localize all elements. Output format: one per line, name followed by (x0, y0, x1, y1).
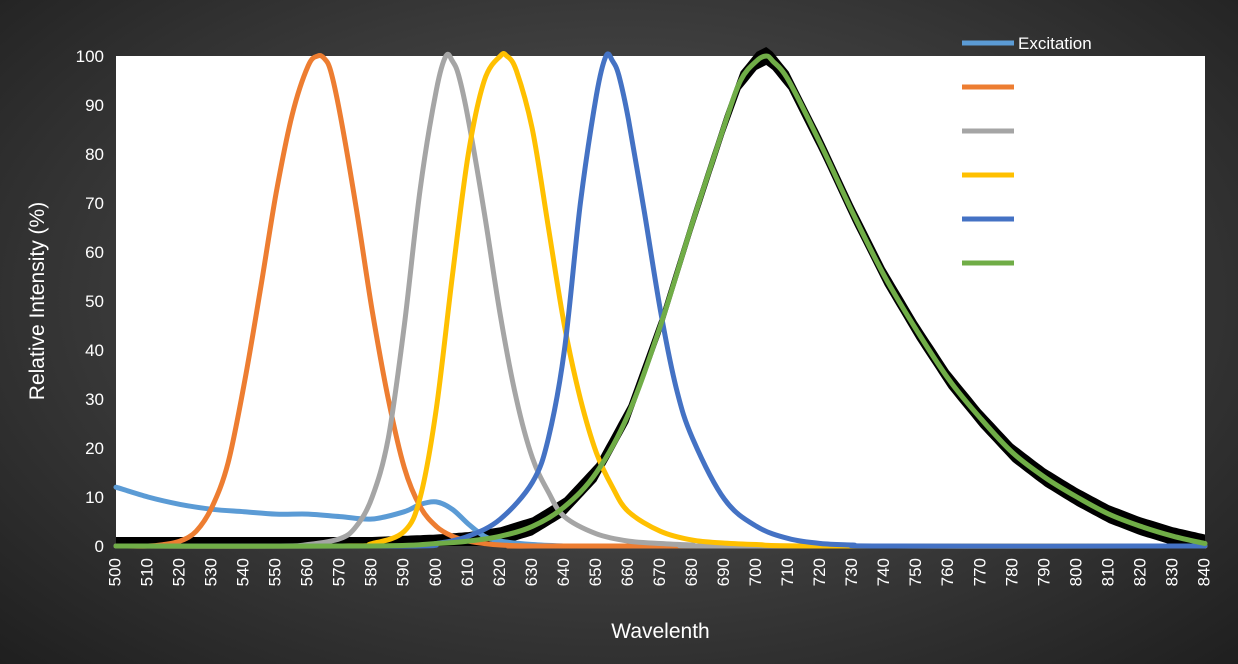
x-tick-label: 780 (1002, 558, 1021, 586)
x-tick-label: 540 (234, 558, 253, 586)
legend-label: QDot 705 Emission (1018, 254, 1164, 273)
series-line-4 (113, 51, 1208, 549)
x-tick-label: 820 (1130, 558, 1149, 586)
x-tick-label: 670 (650, 558, 669, 586)
y-axis-title: Relative Intensity (%) (26, 202, 49, 400)
y-tick-label: 10 (85, 488, 104, 507)
x-tick-label: 520 (170, 558, 189, 586)
x-tick-label: 730 (842, 558, 861, 586)
y-tick-label: 40 (85, 341, 104, 360)
series-line-5 (113, 53, 1208, 549)
x-tick-label: 610 (458, 558, 477, 586)
x-tick-label: 650 (586, 558, 605, 586)
series-line-3 (113, 51, 1208, 549)
y-tick-label: 70 (85, 194, 104, 213)
x-tick-label: 830 (1162, 558, 1181, 586)
y-tick-label: 50 (85, 292, 104, 311)
x-tick-label: 770 (970, 558, 989, 586)
x-tick-label: 800 (1066, 558, 1085, 586)
legend: Excitation QDot 565 Emission QDot 605 Emis… (962, 34, 1164, 273)
y-tick-label: 30 (85, 390, 104, 409)
x-tick-label: 690 (714, 558, 733, 586)
y-tick-label: 100 (76, 47, 104, 66)
y-tick-label: 60 (85, 243, 104, 262)
x-tick-label: 590 (394, 558, 413, 586)
x-tick-label: 750 (906, 558, 925, 586)
x-axis-title: Wavelenth (611, 620, 709, 643)
x-tick-label: 700 (746, 558, 765, 586)
x-tick-label: 560 (298, 558, 317, 586)
legend-label: QDot 565 Emission (1018, 78, 1164, 97)
x-tick-labels: 500 510 520 530 540 550 560 570 580 590 600 610 620 6… (105, 558, 1213, 586)
x-tick-label: 640 (554, 558, 573, 586)
x-tick-label: 710 (778, 558, 797, 586)
y-tick-label: 90 (85, 96, 104, 115)
legend-label: QDot 625 Emission (1018, 166, 1164, 185)
y-tick-label: 80 (85, 145, 104, 164)
x-tick-label: 630 (522, 558, 541, 586)
x-tick-label: 500 (105, 558, 124, 586)
x-tick-label: 790 (1034, 558, 1053, 586)
legend-label: QDot 605 Emission (1018, 122, 1164, 141)
x-tick-label: 620 (490, 558, 509, 586)
x-tick-label: 580 (362, 558, 381, 586)
x-tick-label: 550 (266, 558, 285, 586)
legend-label: Excitation (1018, 34, 1092, 53)
y-tick-label: 0 (95, 537, 104, 556)
x-tick-label: 570 (330, 558, 349, 586)
x-tick-label: 810 (1098, 558, 1117, 586)
series-line-1 (113, 53, 1208, 549)
y-tick-label: 20 (85, 439, 104, 458)
x-tick-label: 840 (1194, 558, 1213, 586)
x-tick-label: 510 (138, 558, 157, 586)
series-line-2 (113, 51, 1208, 549)
x-tick-label: 680 (682, 558, 701, 586)
x-tick-label: 760 (938, 558, 957, 586)
legend-label: QDot 655 Emission (1018, 210, 1164, 229)
x-tick-label: 600 (426, 558, 445, 586)
x-tick-label: 530 (202, 558, 221, 586)
y-tick-labels: 0 10 20 30 40 50 60 70 80 90 100 (76, 47, 104, 556)
series-layer (113, 51, 1208, 549)
x-tick-label: 720 (810, 558, 829, 586)
x-tick-label: 660 (618, 558, 637, 586)
x-tick-label: 740 (874, 558, 893, 586)
